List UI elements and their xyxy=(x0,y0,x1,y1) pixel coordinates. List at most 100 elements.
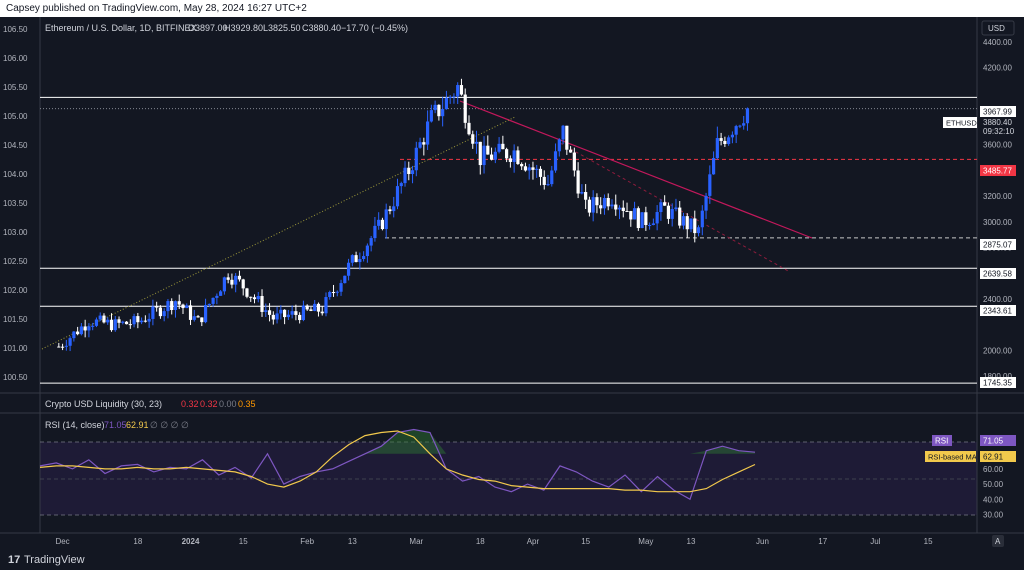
time-axis[interactable]: Dec 18 2024 15 Feb 13 Mar 18 Apr 15 May 13 Jun 17 Jul 1… xyxy=(55,537,933,546)
candle-body[interactable] xyxy=(550,170,554,185)
auto-scale-button[interactable] xyxy=(992,535,1004,547)
candle-body[interactable] xyxy=(708,174,712,196)
candle-body[interactable] xyxy=(215,295,219,298)
candle-body[interactable] xyxy=(301,305,306,321)
tradingview-logo-icon[interactable]: 17 xyxy=(8,554,21,566)
candle-body[interactable] xyxy=(260,296,264,312)
candle-body[interactable] xyxy=(516,150,520,165)
candle-body[interactable] xyxy=(166,301,170,312)
candle-body[interactable] xyxy=(584,192,588,200)
candle-body[interactable] xyxy=(587,199,592,213)
candle-body[interactable] xyxy=(384,209,388,230)
candle-body[interactable] xyxy=(663,202,667,206)
candle-body[interactable] xyxy=(113,319,117,331)
candle-body[interactable] xyxy=(493,151,497,160)
candle-body[interactable] xyxy=(185,305,189,309)
candle-body[interactable] xyxy=(392,206,396,212)
candle-body[interactable] xyxy=(655,212,659,224)
candle-body[interactable] xyxy=(617,207,622,210)
candle-body[interactable] xyxy=(362,256,366,260)
candle-body[interactable] xyxy=(373,225,377,239)
candle-body[interactable] xyxy=(252,297,257,300)
candle-body[interactable] xyxy=(734,126,738,135)
candle-body[interactable] xyxy=(181,304,185,309)
candle-body[interactable] xyxy=(599,205,603,209)
candle-body[interactable] xyxy=(512,150,516,162)
candle-body[interactable] xyxy=(365,245,369,257)
candle-body[interactable] xyxy=(124,321,129,325)
candle-body[interactable] xyxy=(429,110,433,122)
candle-body[interactable] xyxy=(279,309,283,314)
candle-body[interactable] xyxy=(595,197,599,206)
candle-body[interactable] xyxy=(422,142,426,145)
candle-body[interactable] xyxy=(207,303,211,306)
candle-body[interactable] xyxy=(425,121,430,145)
candle-body[interactable] xyxy=(602,197,607,209)
candle-body[interactable] xyxy=(576,170,580,194)
candle-body[interactable] xyxy=(177,301,181,305)
candle-body[interactable] xyxy=(463,94,467,123)
candle-body[interactable] xyxy=(151,306,155,319)
candle-body[interactable] xyxy=(640,212,644,229)
candle-body[interactable] xyxy=(64,345,68,347)
candle-body[interactable] xyxy=(685,216,689,230)
candle-body[interactable] xyxy=(666,205,671,219)
candle-body[interactable] xyxy=(486,145,490,155)
candle-body[interactable] xyxy=(102,315,106,323)
candle-body[interactable] xyxy=(203,305,208,323)
candle-body[interactable] xyxy=(527,167,531,171)
currency-button[interactable] xyxy=(981,20,1015,36)
candle-body[interactable] xyxy=(83,326,87,331)
candle-body[interactable] xyxy=(678,207,682,226)
candle-body[interactable] xyxy=(264,310,268,312)
candle-body[interactable] xyxy=(173,301,178,310)
candle-body[interactable] xyxy=(715,138,719,159)
candle-body[interactable] xyxy=(369,238,373,246)
candle-body[interactable] xyxy=(335,291,339,293)
candle-body[interactable] xyxy=(91,325,95,327)
candle-body[interactable] xyxy=(267,310,272,315)
candle-body[interactable] xyxy=(320,311,324,314)
candle-body[interactable] xyxy=(572,152,576,171)
candle-body[interactable] xyxy=(162,311,166,317)
candle-body[interactable] xyxy=(249,296,253,298)
candle-body[interactable] xyxy=(136,316,140,323)
candle-body[interactable] xyxy=(625,211,629,213)
candle-body[interactable] xyxy=(140,320,144,323)
candle-body[interactable] xyxy=(331,292,336,294)
candle-body[interactable] xyxy=(358,259,362,263)
candle-body[interactable] xyxy=(727,137,731,145)
candle-body[interactable] xyxy=(339,283,343,292)
candle-body[interactable] xyxy=(128,324,132,326)
rsi-line[interactable] xyxy=(39,428,756,501)
candle-body[interactable] xyxy=(158,307,163,317)
candle-body[interactable] xyxy=(659,202,663,213)
candle-body[interactable] xyxy=(316,303,321,312)
candle-body[interactable] xyxy=(106,319,110,323)
right-axis[interactable]: 4400.004200.003600.003400.003200.003000.… xyxy=(983,38,1012,381)
candle-body[interactable] xyxy=(87,326,91,331)
candle-body[interactable] xyxy=(328,292,332,298)
candle-body[interactable] xyxy=(94,319,99,326)
candle-body[interactable] xyxy=(388,209,392,212)
left-axis[interactable]: 106.50 106.00 105.50 105.00 104.50 104.00 103.… xyxy=(3,25,28,382)
candle-body[interactable] xyxy=(459,85,464,95)
candle-body[interactable] xyxy=(467,122,471,135)
candle-body[interactable] xyxy=(354,255,358,263)
candle-body[interactable] xyxy=(147,318,151,322)
candle-body[interactable] xyxy=(121,321,125,323)
candle-body[interactable] xyxy=(497,143,501,152)
candle-body[interactable] xyxy=(538,168,543,177)
candle-body[interactable] xyxy=(535,168,539,170)
candle-body[interactable] xyxy=(742,123,746,126)
candle-body[interactable] xyxy=(681,216,686,226)
candle-body[interactable] xyxy=(508,158,512,162)
candle-body[interactable] xyxy=(256,296,260,300)
candle-body[interactable] xyxy=(444,97,449,110)
candle-body[interactable] xyxy=(621,207,625,212)
candle-body[interactable] xyxy=(305,305,309,310)
candle-body[interactable] xyxy=(456,85,460,97)
candle-body[interactable] xyxy=(76,331,80,335)
candle-body[interactable] xyxy=(546,184,550,186)
candle-body[interactable] xyxy=(290,311,294,315)
